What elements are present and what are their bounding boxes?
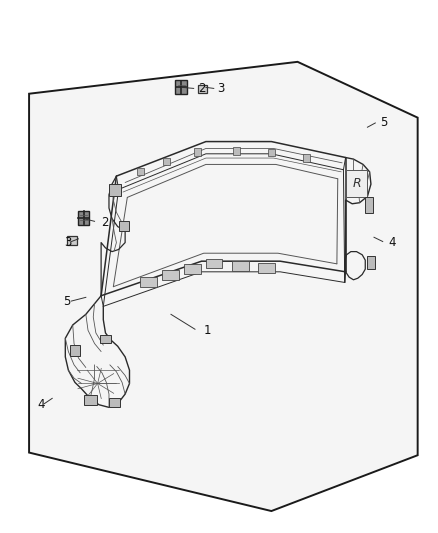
- Bar: [78, 211, 89, 224]
- Bar: [258, 263, 275, 273]
- Bar: [175, 80, 187, 94]
- Text: 4: 4: [37, 398, 44, 411]
- Bar: [268, 149, 275, 157]
- Bar: [232, 261, 249, 271]
- Bar: [109, 398, 120, 407]
- Text: 1: 1: [204, 324, 211, 337]
- Bar: [109, 184, 121, 196]
- Bar: [198, 85, 207, 93]
- Bar: [162, 270, 179, 280]
- Bar: [365, 197, 373, 213]
- Bar: [206, 259, 223, 268]
- Bar: [163, 158, 170, 165]
- Text: 4: 4: [389, 236, 396, 249]
- Bar: [367, 256, 375, 269]
- Text: 3: 3: [217, 82, 224, 95]
- Bar: [303, 155, 310, 162]
- Bar: [67, 236, 77, 245]
- Bar: [137, 167, 144, 175]
- Bar: [84, 395, 97, 405]
- Text: 5: 5: [63, 295, 71, 308]
- Text: 2: 2: [101, 216, 109, 229]
- Polygon shape: [29, 62, 418, 511]
- Bar: [120, 221, 129, 231]
- Text: 2: 2: [198, 82, 205, 95]
- Bar: [184, 264, 201, 274]
- Bar: [100, 335, 111, 343]
- Text: 5: 5: [381, 117, 388, 130]
- Text: 3: 3: [64, 236, 71, 249]
- Bar: [141, 277, 157, 287]
- Text: R: R: [353, 177, 361, 190]
- Bar: [70, 345, 80, 356]
- Bar: [233, 148, 240, 155]
- Bar: [346, 169, 367, 197]
- Bar: [194, 149, 201, 156]
